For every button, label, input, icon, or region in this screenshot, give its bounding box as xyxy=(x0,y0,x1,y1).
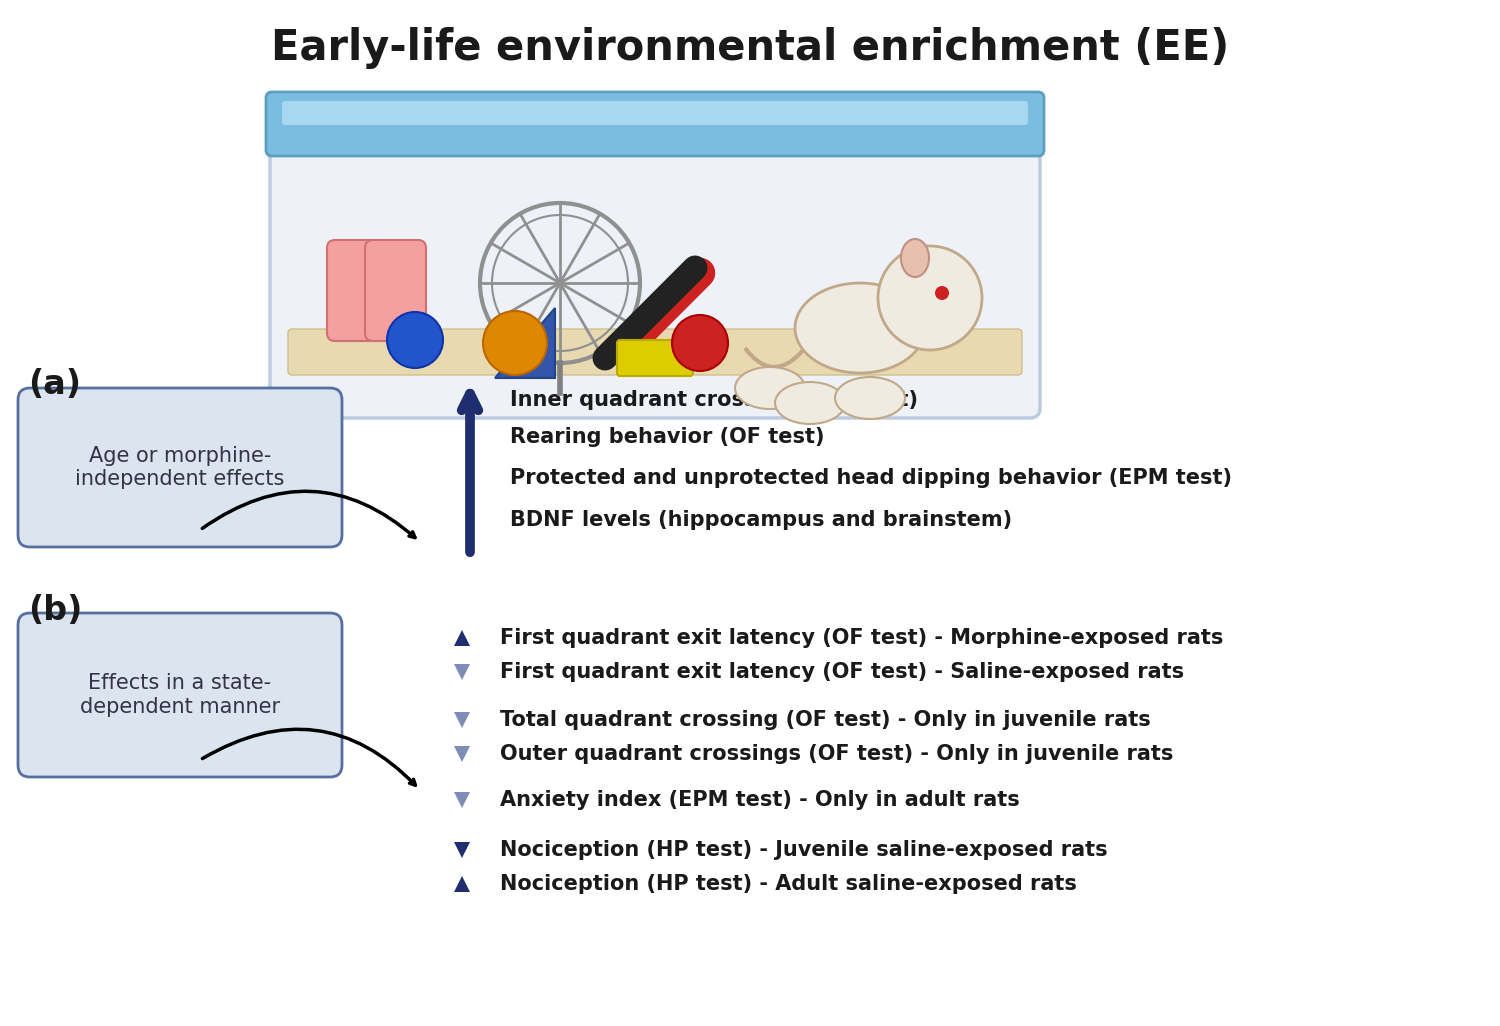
FancyBboxPatch shape xyxy=(18,388,342,547)
Text: Early-life environmental enrichment (EE): Early-life environmental enrichment (EE) xyxy=(272,27,1228,69)
Polygon shape xyxy=(495,308,555,378)
Text: Age or morphine-
independent effects: Age or morphine- independent effects xyxy=(75,446,285,489)
Ellipse shape xyxy=(795,283,926,373)
FancyBboxPatch shape xyxy=(266,92,1044,156)
FancyBboxPatch shape xyxy=(18,613,342,777)
Text: Anxiety index (EPM test) - Only in adult rats: Anxiety index (EPM test) - Only in adult… xyxy=(500,790,1020,810)
Circle shape xyxy=(934,286,950,300)
FancyBboxPatch shape xyxy=(288,329,1022,374)
Text: Rearing behavior (OF test): Rearing behavior (OF test) xyxy=(510,427,825,447)
Text: (a): (a) xyxy=(28,368,81,401)
Text: (b): (b) xyxy=(28,593,82,627)
Text: Inner quadrant crossings (OF test): Inner quadrant crossings (OF test) xyxy=(510,390,918,410)
Circle shape xyxy=(672,315,728,371)
Text: Total quadrant crossing (OF test) - Only in juvenile rats: Total quadrant crossing (OF test) - Only… xyxy=(500,710,1150,731)
Ellipse shape xyxy=(776,382,844,424)
Circle shape xyxy=(483,311,548,374)
FancyBboxPatch shape xyxy=(282,101,1028,125)
Ellipse shape xyxy=(735,367,806,409)
Text: Nociception (HP test) - Juvenile saline-exposed rats: Nociception (HP test) - Juvenile saline-… xyxy=(500,840,1107,860)
Circle shape xyxy=(387,312,442,368)
FancyBboxPatch shape xyxy=(327,240,388,341)
Ellipse shape xyxy=(836,377,904,419)
Text: BDNF levels (hippocampus and brainstem): BDNF levels (hippocampus and brainstem) xyxy=(510,510,1013,530)
Text: Effects in a state-
dependent manner: Effects in a state- dependent manner xyxy=(80,673,280,716)
Circle shape xyxy=(878,246,983,350)
FancyBboxPatch shape xyxy=(616,340,693,376)
Ellipse shape xyxy=(902,239,928,277)
Text: Outer quadrant crossings (OF test) - Only in juvenile rats: Outer quadrant crossings (OF test) - Onl… xyxy=(500,744,1173,764)
Text: First quadrant exit latency (OF test) - Morphine-exposed rats: First quadrant exit latency (OF test) - … xyxy=(500,628,1224,648)
Text: Protected and unprotected head dipping behavior (EPM test): Protected and unprotected head dipping b… xyxy=(510,468,1232,488)
FancyBboxPatch shape xyxy=(364,240,426,341)
FancyBboxPatch shape xyxy=(270,118,1040,418)
Text: Nociception (HP test) - Adult saline-exposed rats: Nociception (HP test) - Adult saline-exp… xyxy=(500,874,1077,894)
Text: First quadrant exit latency (OF test) - Saline-exposed rats: First quadrant exit latency (OF test) - … xyxy=(500,662,1184,682)
